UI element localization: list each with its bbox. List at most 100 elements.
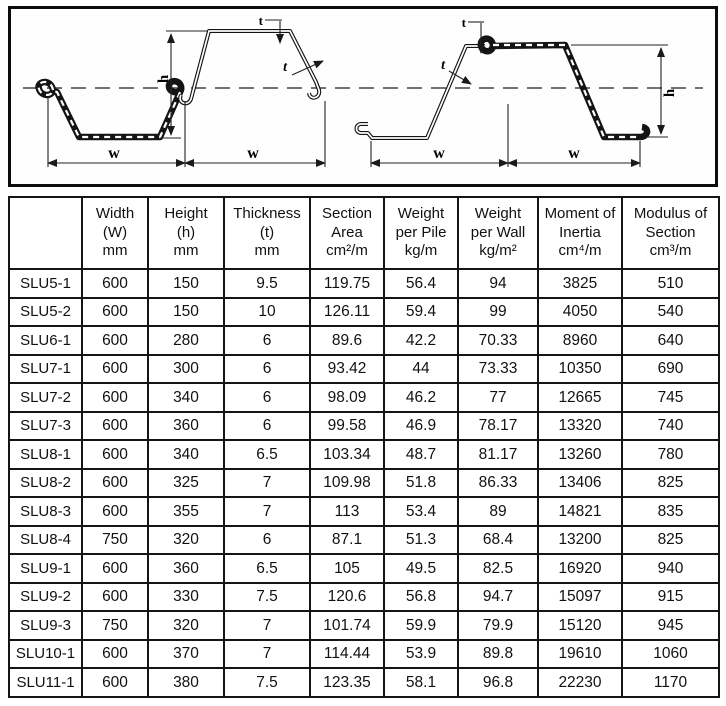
cell-value: 355 (147, 496, 225, 527)
cell-value: 600 (81, 296, 149, 327)
table-row: SLU5-2 600 150 10 126.11 59.4 99 4050 540 (8, 296, 720, 327)
cell-value: 10 (223, 296, 311, 327)
cell-value: 46.9 (383, 410, 459, 441)
table-row: SLU7-2 600 340 6 98.09 46.2 77 12665 745 (8, 382, 720, 413)
dim-label-t-web-right: t (441, 58, 446, 73)
cell-value: 825 (621, 467, 720, 498)
pile-diagram-svg: h t t w w (23, 13, 703, 167)
cell-value: 16920 (537, 553, 623, 584)
header-modulus-of-section: Modulus of Section cm³/m (621, 196, 720, 270)
cell-value: 15097 (537, 581, 623, 612)
cell-value: 7 (223, 638, 311, 669)
row-label: SLU9-2 (8, 581, 83, 612)
spec-table-body: SLU5-1 600 150 9.5 119.75 56.4 94 3825 510 SLU5-2… (8, 268, 720, 698)
cell-value: 44 (383, 353, 459, 384)
table-row: SLU10-1 600 370 7 114.44 53.9 89.8 19610 1060 (8, 638, 720, 669)
cell-value: 8960 (537, 325, 623, 356)
cell-value: 94 (457, 268, 539, 299)
table-row: SLU6-1 600 280 6 89.6 42.2 70.33 8960 640 (8, 325, 720, 356)
cell-value: 370 (147, 638, 225, 669)
cell-value: 22230 (537, 667, 623, 698)
table-row: SLU9-1 600 360 6.5 105 49.5 82.5 16920 940 (8, 553, 720, 584)
z-pile-filled (477, 35, 651, 141)
width-dimensions-right (370, 104, 641, 167)
dim-label-w-right-1: w (433, 145, 445, 162)
header-height: Height (h) mm (147, 196, 225, 270)
cell-value: 99.58 (309, 410, 385, 441)
cell-value: 13320 (537, 410, 623, 441)
cell-value: 1170 (621, 667, 720, 698)
width-dimensions-left (47, 97, 326, 167)
row-label: SLU6-1 (8, 325, 83, 356)
row-label: SLU10-1 (8, 638, 83, 669)
table-row: SLU8-4 750 320 6 87.1 51.3 68.4 13200 825 (8, 524, 720, 555)
cell-value: 600 (81, 667, 149, 698)
cell-value: 53.4 (383, 496, 459, 527)
cell-value: 59.4 (383, 296, 459, 327)
cell-value: 600 (81, 268, 149, 299)
thickness-arrow-web-left (291, 60, 324, 76)
cell-value: 48.7 (383, 439, 459, 470)
cell-value: 600 (81, 581, 149, 612)
row-label: SLU8-2 (8, 467, 83, 498)
cell-value: 380 (147, 667, 225, 698)
cell-value: 89.6 (309, 325, 385, 356)
cell-value: 109.98 (309, 467, 385, 498)
cell-value: 82.5 (457, 553, 539, 584)
height-dimension-right (571, 44, 668, 138)
cell-value: 19610 (537, 638, 623, 669)
cell-value: 120.6 (309, 581, 385, 612)
cell-value: 13260 (537, 439, 623, 470)
cell-value: 6 (223, 353, 311, 384)
cell-value: 330 (147, 581, 225, 612)
cell-value: 320 (147, 610, 225, 641)
cell-value: 4050 (537, 296, 623, 327)
dim-label-t-top-left: t (259, 13, 264, 28)
cell-value: 510 (621, 268, 720, 299)
right-view: t t h w (354, 15, 678, 167)
cell-value: 690 (621, 353, 720, 384)
cell-value: 150 (147, 296, 225, 327)
cell-value: 14821 (537, 496, 623, 527)
table-row: SLU7-1 600 300 6 93.42 44 73.33 10350 690 (8, 353, 720, 384)
cell-value: 51.3 (383, 524, 459, 555)
header-section-area: Section Area cm²/m (309, 196, 385, 270)
header-moment-of-inertia: Moment of Inertia cm⁴/m (537, 196, 623, 270)
cell-value: 101.74 (309, 610, 385, 641)
row-label: SLU5-2 (8, 296, 83, 327)
row-label: SLU8-1 (8, 439, 83, 470)
cell-value: 15120 (537, 610, 623, 641)
header-row: Width (W) mm Height (h) mm Thickness (t)… (8, 196, 720, 270)
cell-value: 123.35 (309, 667, 385, 698)
cell-value: 6.5 (223, 553, 311, 584)
cell-value: 103.34 (309, 439, 385, 470)
cell-value: 51.8 (383, 467, 459, 498)
cell-value: 325 (147, 467, 225, 498)
cell-value: 6 (223, 382, 311, 413)
header-weight-per-pile: Weight per Pile kg/m (383, 196, 459, 270)
cell-value: 89.8 (457, 638, 539, 669)
cell-value: 78.17 (457, 410, 539, 441)
cell-value: 340 (147, 439, 225, 470)
row-label: SLU11-1 (8, 667, 83, 698)
dim-label-t-top-right: t (462, 15, 467, 30)
cell-value: 3825 (537, 268, 623, 299)
dim-label-w-left-2: w (247, 145, 259, 162)
cell-value: 6.5 (223, 439, 311, 470)
cell-value: 340 (147, 382, 225, 413)
cell-value: 600 (81, 467, 149, 498)
cell-value: 93.42 (309, 353, 385, 384)
cell-value: 280 (147, 325, 225, 356)
cell-value: 68.4 (457, 524, 539, 555)
cell-value: 86.33 (457, 467, 539, 498)
cell-value: 300 (147, 353, 225, 384)
row-label: SLU7-1 (8, 353, 83, 384)
dim-label-h-left: h (156, 74, 172, 83)
header-thickness: Thickness (t) mm (223, 196, 311, 270)
cell-value: 9.5 (223, 268, 311, 299)
cell-value: 7 (223, 496, 311, 527)
dim-label-w-right-2: w (568, 145, 580, 162)
cell-value: 750 (81, 610, 149, 641)
left-view: h t t w w (35, 13, 326, 167)
